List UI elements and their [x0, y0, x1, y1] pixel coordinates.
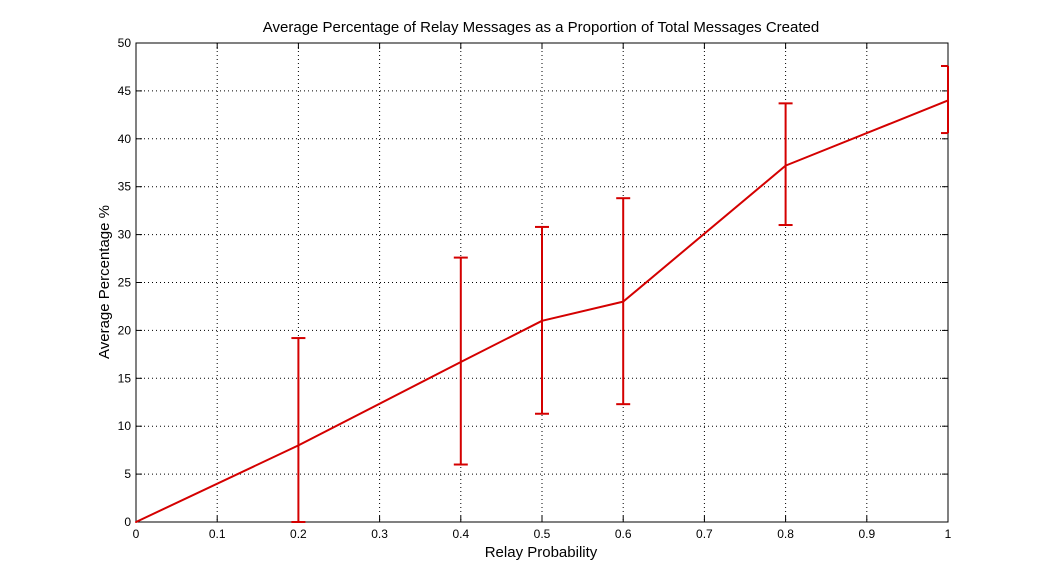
x-tick-label: 1: [945, 527, 952, 541]
y-tick-label: 40: [118, 132, 132, 146]
error-bar: [778, 102, 793, 227]
data-point: [947, 99, 949, 102]
y-tick-label: 5: [124, 467, 131, 481]
x-axis-tick-labels: 0 0.1 0.2 0.3 0.4 0.5 0.6 0.7 0.8 0.9 1: [133, 527, 952, 541]
y-tick-label: 25: [118, 276, 132, 290]
x-tick-label: 0.7: [696, 527, 713, 541]
y-axis-tick-labels: 0 5 10 15 20 25 30 35 40 45 50: [118, 36, 132, 529]
y-tick-label: 0: [124, 515, 131, 529]
series: [135, 99, 949, 523]
x-tick-label: 0.9: [858, 527, 875, 541]
y-tick-label: 50: [118, 36, 132, 50]
chart-title: Average Percentage of Relay Messages as …: [263, 19, 819, 36]
y-axis-title: Average Percentage %: [96, 205, 113, 359]
data-point: [784, 164, 787, 167]
data-point: [541, 319, 543, 322]
data-point: [622, 300, 625, 303]
x-tick-label: 0.8: [777, 527, 794, 541]
y-tick-label: 20: [118, 323, 132, 337]
error-bar: [291, 337, 306, 523]
x-tick-label: 0.1: [209, 527, 226, 541]
data-point: [297, 444, 300, 447]
y-tick-label: 15: [118, 371, 132, 385]
x-axis-title: Relay Probability: [485, 544, 598, 561]
x-tick-label: 0.5: [534, 527, 551, 541]
x-tick-label: 0.4: [452, 527, 469, 541]
data-point: [459, 361, 462, 364]
x-tick-label: 0: [133, 527, 140, 541]
y-tick-label: 35: [118, 180, 132, 194]
data-point: [135, 521, 137, 523]
x-tick-label: 0.3: [371, 527, 388, 541]
x-tick-label: 0.2: [290, 527, 307, 541]
y-tick-label: 10: [118, 419, 132, 433]
y-tick-label: 30: [118, 228, 132, 242]
y-tick-label: 45: [118, 84, 132, 98]
x-tick-label: 0.6: [615, 527, 632, 541]
